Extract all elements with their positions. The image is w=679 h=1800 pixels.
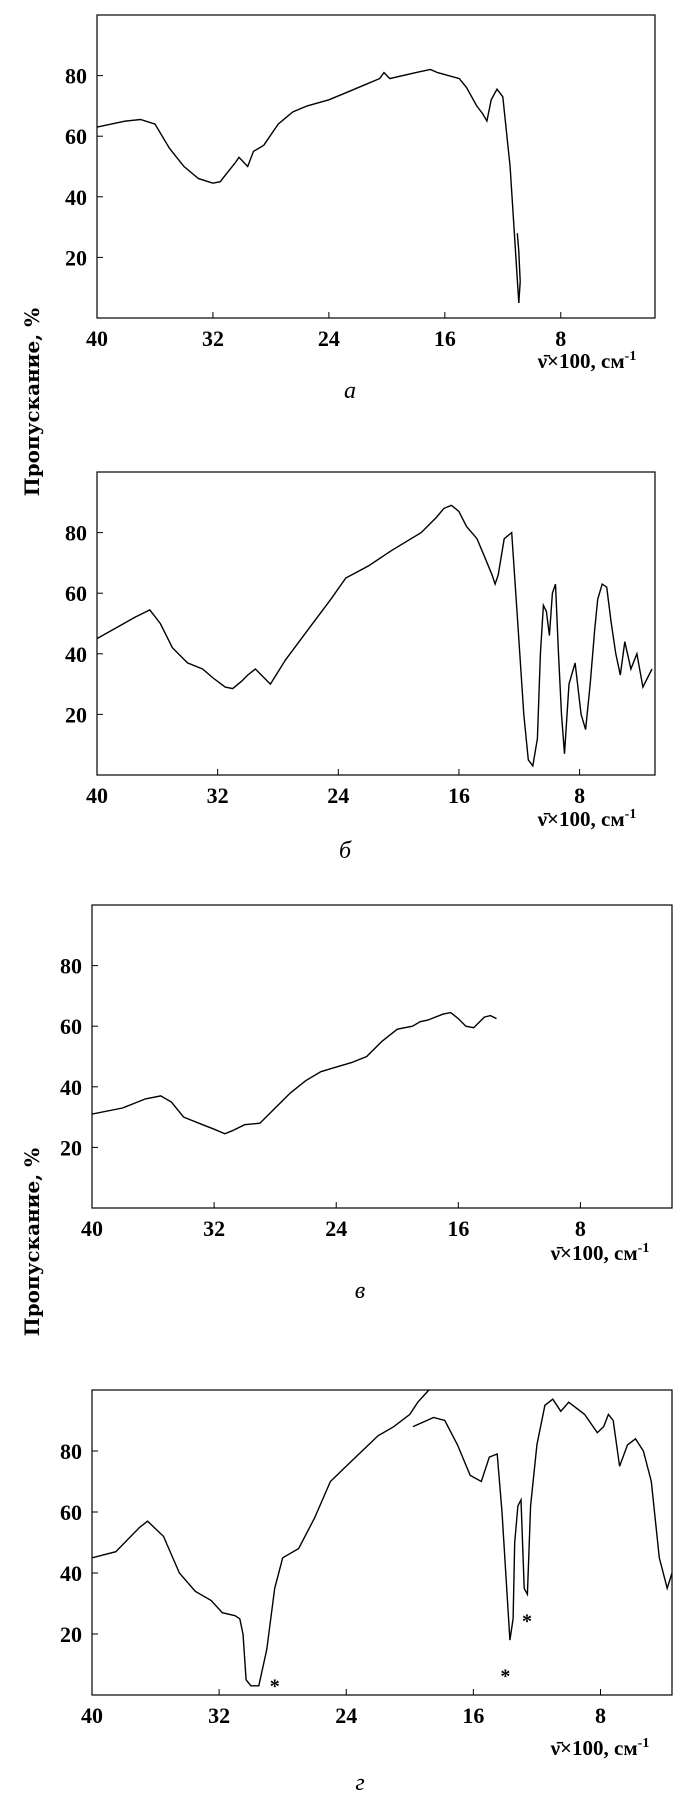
y-tick-label: 60 xyxy=(65,124,87,149)
chart-b: 40 32 24 16 8 20 40 60 80 ν̄×100, см-1 б xyxy=(65,471,656,864)
y-tick-label: 40 xyxy=(60,1561,82,1586)
y-tick-label: 60 xyxy=(65,581,87,606)
x-axis-label: ν̄×100, см-1 xyxy=(537,349,637,373)
x-tick-label: 40 xyxy=(81,1216,103,1241)
chart-a: 40 32 24 16 8 20 40 60 80 ν̄×100, см-1 а xyxy=(65,14,656,404)
asterisk-annotation: * xyxy=(522,1611,532,1633)
x-axis-label: ν̄×100, см-1 xyxy=(550,1241,650,1265)
spectrum-line xyxy=(97,504,653,768)
x-tick-label: 32 xyxy=(202,326,224,351)
spectrum-line xyxy=(412,1398,672,1641)
y-tick-label: 20 xyxy=(60,1135,82,1160)
x-tick-label: 16 xyxy=(447,1216,469,1241)
x-tick-label: 40 xyxy=(81,1703,103,1728)
y-tick-label: 40 xyxy=(65,642,87,667)
y-tick-label: 60 xyxy=(60,1500,82,1525)
panel-caption: г xyxy=(355,1770,364,1796)
y-tick-label: 80 xyxy=(60,954,82,979)
x-tick-label: 40 xyxy=(86,783,108,808)
x-tick-label: 32 xyxy=(203,1216,225,1241)
y-tick-label: 40 xyxy=(65,185,87,210)
x-tick-label: 8 xyxy=(575,1216,586,1241)
y-tick-label: 40 xyxy=(60,1075,82,1100)
y-axis-label-top: Пропускание, % xyxy=(20,307,44,497)
plot-frame xyxy=(91,904,673,1209)
chart-v: 40 32 24 16 8 20 40 60 80 ν̄×100, см-1 в xyxy=(60,904,673,1304)
x-tick-label: 32 xyxy=(207,783,229,808)
asterisk-annotation: * xyxy=(500,1665,510,1687)
x-tick-label: 32 xyxy=(208,1703,230,1728)
y-axis-label-bottom: Пропускание, % xyxy=(20,1147,44,1337)
x-axis-label: ν̄×100, см-1 xyxy=(537,807,637,831)
spectrum-line xyxy=(92,1390,430,1687)
x-tick-label: 24 xyxy=(335,1703,357,1728)
x-tick-label: 16 xyxy=(448,783,470,808)
x-tick-label: 16 xyxy=(462,1703,484,1728)
x-tick-label: 8 xyxy=(574,783,585,808)
x-tick-label: 24 xyxy=(327,783,349,808)
plot-frame xyxy=(91,1389,673,1696)
x-tick-label: 8 xyxy=(595,1703,606,1728)
panel-caption: б xyxy=(339,838,352,864)
panel-caption: в xyxy=(355,1278,365,1304)
y-tick-label: 80 xyxy=(60,1439,82,1464)
x-tick-label: 24 xyxy=(325,1216,347,1241)
x-tick-label: 16 xyxy=(434,326,456,351)
x-tick-label: 40 xyxy=(86,326,108,351)
asterisk-annotation: * xyxy=(270,1676,280,1698)
y-tick-label: 20 xyxy=(60,1622,82,1647)
y-tick-label: 80 xyxy=(65,521,87,546)
x-axis-label: ν̄×100, см-1 xyxy=(550,1736,650,1760)
plot-frame xyxy=(96,14,656,319)
x-tick-label: 24 xyxy=(318,326,340,351)
y-tick-label: 60 xyxy=(60,1014,82,1039)
plot-frame xyxy=(96,471,656,776)
chart-g: 40 32 24 16 8 20 40 60 80 ν̄×100, см-1 г * * * xyxy=(60,1389,673,1796)
spectrum-line xyxy=(97,68,521,303)
x-tick-label: 8 xyxy=(555,326,566,351)
spectrum-line xyxy=(92,1011,497,1135)
y-tick-label: 80 xyxy=(65,64,87,89)
y-tick-label: 20 xyxy=(65,245,87,270)
y-tick-label: 20 xyxy=(65,702,87,727)
panel-caption: а xyxy=(344,378,356,404)
